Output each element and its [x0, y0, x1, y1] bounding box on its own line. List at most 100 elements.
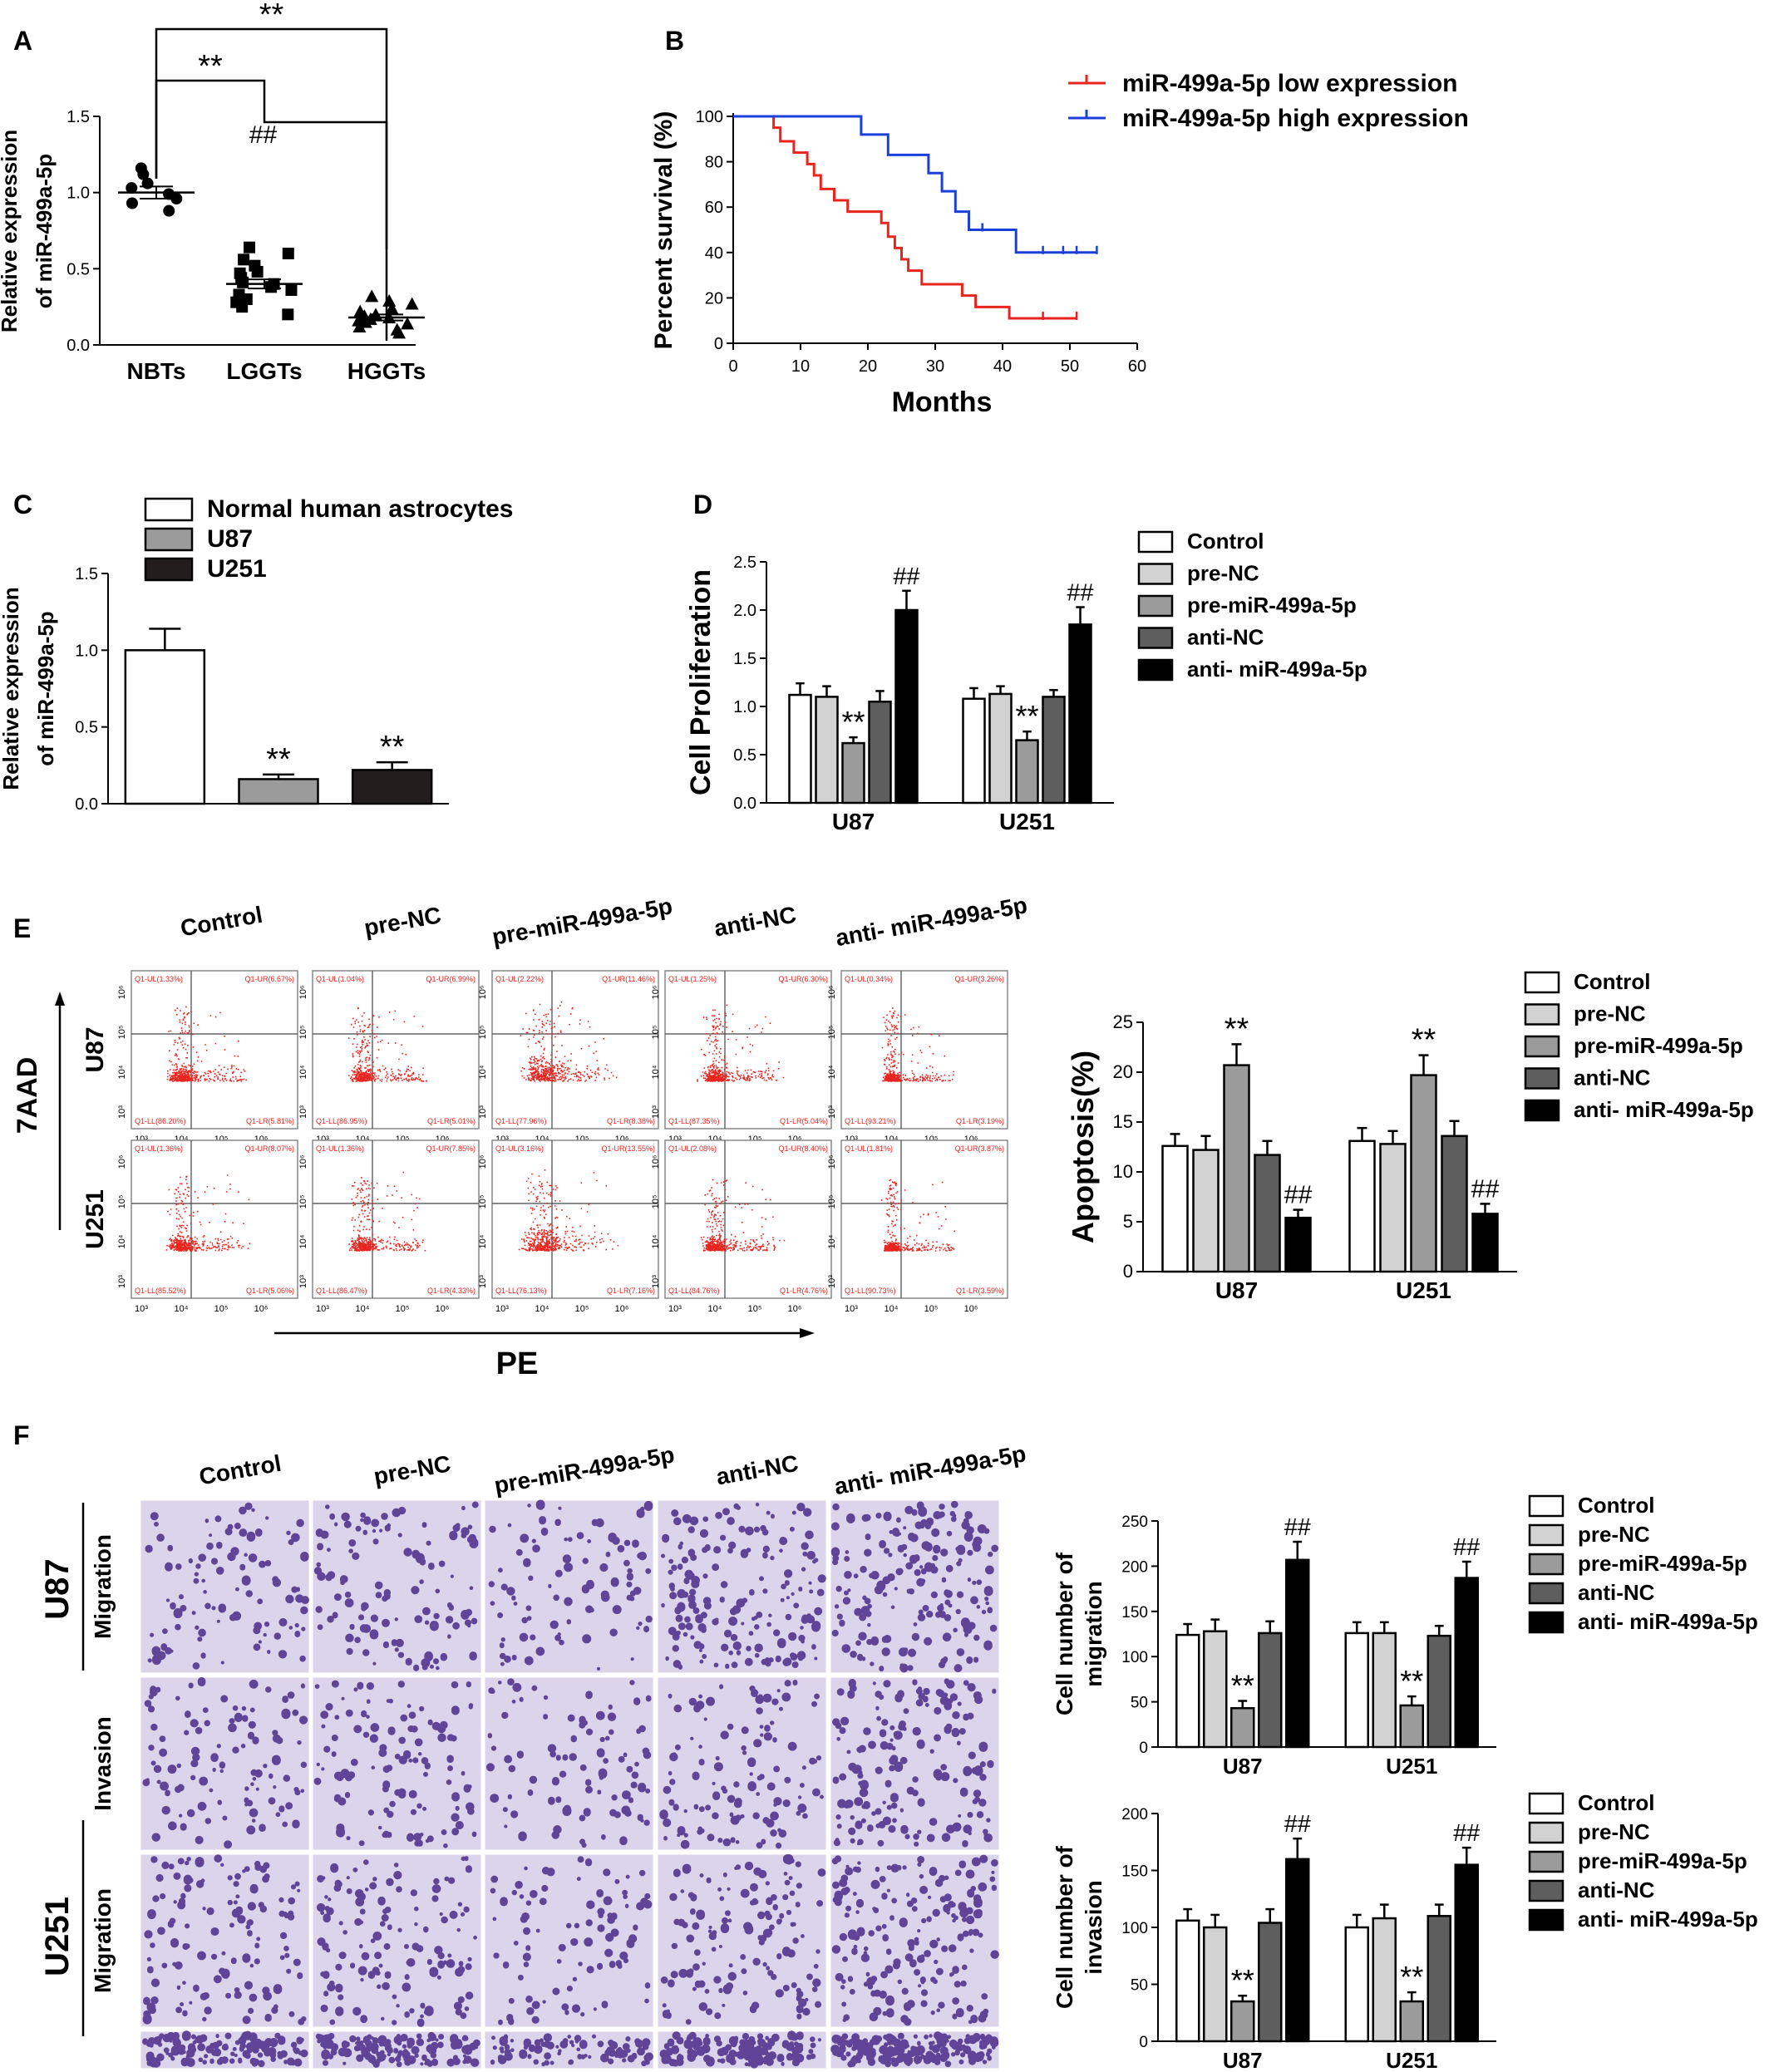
- legend-swatch: [1137, 658, 1174, 682]
- flow-x-arrowhead: [800, 1328, 815, 1338]
- legend-label: anti- miR-499a-5p: [1578, 1609, 1758, 1634]
- bar: [1372, 1917, 1397, 2043]
- bar: [1399, 2000, 1424, 2043]
- legend-label: miR-499a-5p high expression: [1122, 105, 1469, 132]
- x-tick-label: 10: [791, 357, 810, 376]
- legend-swatch: [1528, 1611, 1565, 1634]
- y-axis-label: Percent survival (%): [650, 111, 678, 350]
- data-point: [251, 266, 264, 278]
- transwell-row-label: Invasion: [90, 2070, 116, 2072]
- panel-e-bar-chart: 0 5 10 15 20 25 Apoptosis(%) ** ## U87 ** ## U251 Con…: [1066, 969, 1754, 1303]
- bar: [1223, 1064, 1250, 1273]
- significance-label: **: [1231, 1963, 1254, 1997]
- flow-axis-tick: 10³: [668, 1304, 682, 1314]
- quadrant-label: Q1-LR(3.19%): [956, 1117, 1004, 1125]
- bar: [1427, 1634, 1451, 1749]
- bar: [1379, 1143, 1407, 1273]
- quadrant-label: Q1-LR(4.33%): [427, 1287, 476, 1295]
- bar: [1230, 2000, 1255, 2043]
- bar: [238, 778, 319, 805]
- significance-label: ##: [1453, 1534, 1480, 1561]
- bar: [1192, 1149, 1220, 1273]
- significance-label: ##: [1284, 1514, 1311, 1541]
- panel-label-d: D: [693, 490, 712, 519]
- data-point: [244, 241, 256, 253]
- data-point: [282, 248, 294, 259]
- flow-axis-tick: 10³: [478, 1275, 488, 1288]
- y-tick-label: 2.5: [733, 554, 756, 572]
- quadrant-label: Q1-LR(5.04%): [780, 1117, 828, 1125]
- significance-label: **: [198, 49, 223, 84]
- flow-axis-tick: 10³: [827, 1275, 837, 1288]
- panel-f-invasion-chart: 0 50 100 150 200 Cell number of ** ## U87 ** ## U25…: [1052, 1790, 1758, 2072]
- data-point: [282, 308, 294, 321]
- panel-c-bar-chart: 0.0 0.5 1.0 1.5 Relative expression ** ** Norma…: [0, 495, 513, 814]
- y-tick-label: 0.5: [75, 719, 98, 737]
- flow-axis-tick: 10³: [651, 1275, 661, 1288]
- y-tick-label: 1.0: [67, 185, 90, 203]
- y-tick-label: 1.5: [75, 565, 98, 583]
- flow-events: [520, 1001, 618, 1082]
- bar: [1068, 623, 1092, 805]
- panel-b-survival: 0 20 40 60 80 100 0 10 20 30 40 50 60 Months Percent s…: [650, 70, 1469, 418]
- bar: [962, 697, 986, 805]
- flow-axis-tick: 10⁶: [478, 1155, 488, 1169]
- bar: [1285, 1858, 1310, 2043]
- flow-plot: [312, 970, 480, 1130]
- flow-axis-tick: 10⁵: [575, 1304, 589, 1314]
- panel-d-bar-chart: 0.0 0.5 1.0 1.5 2.0 2.5 Cell Proliferation ** ##…: [685, 529, 1367, 834]
- data-point: [163, 204, 175, 217]
- flow-axis-tick: 10⁶: [827, 986, 837, 1000]
- data-point: [405, 297, 419, 310]
- bar: [1161, 1144, 1189, 1273]
- x-category-label: NBTs: [126, 358, 185, 384]
- flow-plot: [131, 1139, 298, 1299]
- significance-bracket: [155, 79, 266, 179]
- x-category-label: U87: [1215, 1277, 1258, 1303]
- legend-swatch: [1524, 971, 1560, 994]
- flow-events: [697, 1004, 785, 1082]
- legend-label: pre-NC: [1187, 561, 1259, 586]
- flow-axis-tick: 10³: [651, 1105, 661, 1119]
- flow-axis-tick: 10⁵: [117, 1026, 127, 1040]
- x-category-label: U251: [999, 809, 1055, 834]
- panel-f-migration-chart: 0 50 100 150 200 250 Cell number of ** ## U87 ** ##…: [1052, 1493, 1758, 1779]
- flow-row-label: U251: [81, 1189, 109, 1249]
- flow-plot: [491, 1139, 659, 1299]
- quadrant-label: Q1-LR(5.06%): [246, 1287, 294, 1295]
- stained-cells: [142, 2030, 308, 2068]
- panel-a-scatter: 0.0 0.5 1.0 1.5 Relative expression of miR-49…: [0, 0, 426, 384]
- legend-swatch: [1524, 1099, 1560, 1122]
- transwell-image: [138, 1852, 312, 2030]
- legend-swatch: [1528, 1908, 1565, 1932]
- significance-label: ##: [1284, 1181, 1313, 1209]
- legend-swatch: [1137, 530, 1174, 554]
- y-tick-label: 0: [1139, 1740, 1148, 1757]
- legend-swatch: [144, 527, 194, 552]
- quadrant-label: Q1-LR(4.76%): [780, 1287, 828, 1295]
- flow-axis-tick: 10⁴: [827, 1234, 837, 1248]
- y-tick-label: 15: [1113, 1111, 1133, 1132]
- data-point: [352, 320, 367, 332]
- legend-label: miR-499a-5p low expression: [1122, 70, 1457, 97]
- legend-label: U87: [207, 525, 253, 553]
- quadrant-label: Q1-UL(1.33%): [135, 975, 183, 983]
- bar: [1344, 1926, 1369, 2043]
- quadrant-label: Q1-LR(5.81%): [246, 1117, 294, 1125]
- quadrant-label: Q1-LL(86.20%): [135, 1117, 186, 1125]
- stained-cells: [490, 1856, 653, 2025]
- x-tick-label: 60: [1128, 357, 1146, 376]
- panel-label-a: A: [13, 26, 32, 56]
- x-tick-label: 0: [728, 357, 737, 376]
- panel-label-c: C: [13, 490, 32, 519]
- panel-label-f: F: [13, 1420, 30, 1450]
- stained-cells: [659, 1679, 824, 1849]
- flow-axis-tick: 10³: [845, 1304, 858, 1314]
- stained-cells: [661, 1502, 826, 1670]
- legend-swatch: [1528, 1850, 1565, 1873]
- flow-axis-tick: 10⁵: [651, 1195, 661, 1209]
- flow-axis-tick: 10³: [135, 1304, 148, 1314]
- quadrant-label: Q1-LL(86.47%): [316, 1287, 367, 1295]
- significance-label: **: [266, 742, 291, 777]
- bar: [1284, 1216, 1312, 1273]
